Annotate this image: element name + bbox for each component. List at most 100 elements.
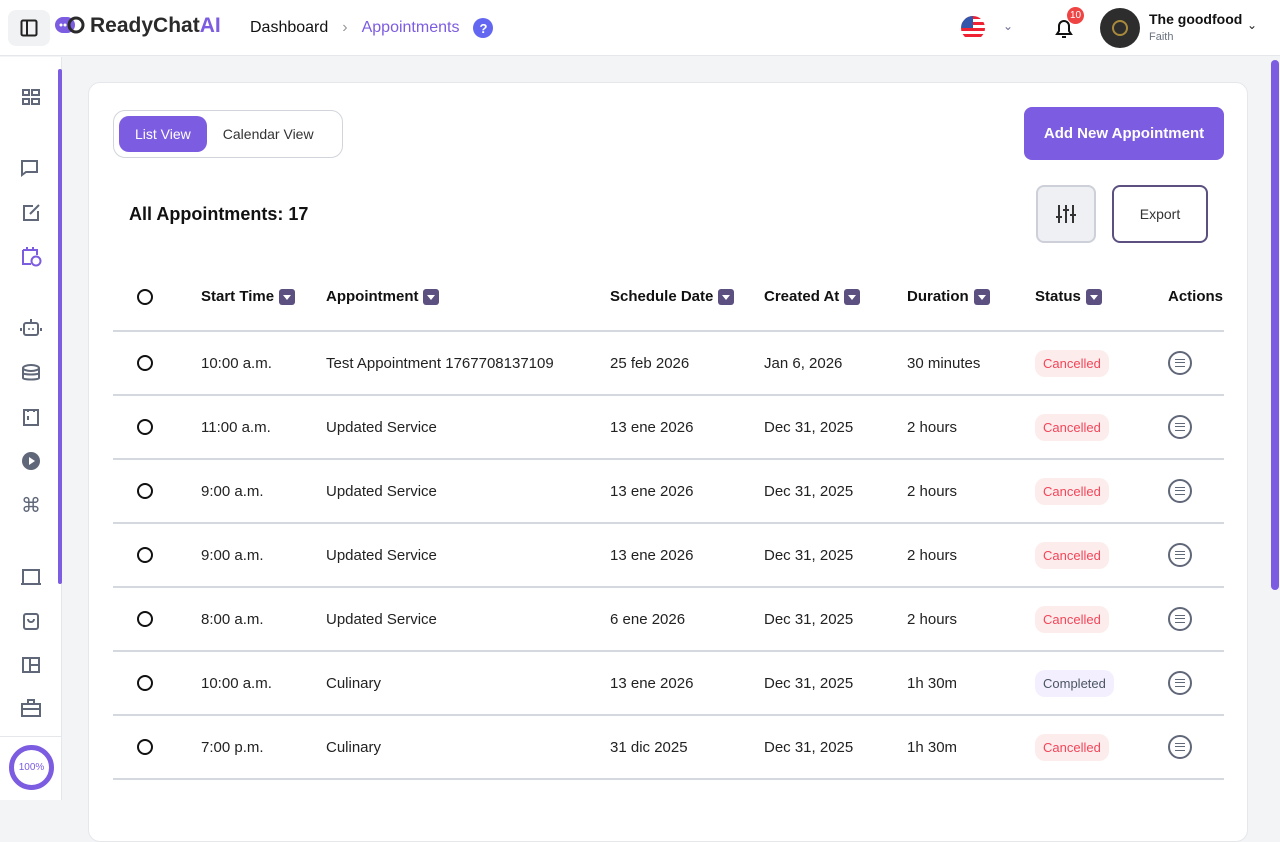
breadcrumb-dashboard[interactable]: Dashboard xyxy=(250,19,329,36)
table-row[interactable]: 10:00 a.m. Test Appointment 176770813710… xyxy=(113,332,1224,396)
tab-calendar-view[interactable]: Calendar View xyxy=(222,126,314,142)
start-time: 7:00 p.m. xyxy=(201,738,264,756)
actions-menu-icon[interactable] xyxy=(1168,735,1192,759)
command-icon[interactable]: ⌘ xyxy=(21,494,41,517)
col-schedule-date[interactable]: Schedule Date xyxy=(610,263,735,330)
table-row[interactable]: 10:00 a.m. Culinary 13 ene 2026 Dec 31, … xyxy=(113,652,1224,716)
chevron-down-icon[interactable]: ⌄ xyxy=(1003,19,1014,33)
actions-menu-icon[interactable] xyxy=(1168,415,1192,439)
appointment-name: Updated Service xyxy=(326,482,437,500)
col-created-at[interactable]: Created At xyxy=(764,263,861,330)
actions-menu-icon[interactable] xyxy=(1168,607,1192,631)
schedule-date: 31 dic 2025 xyxy=(610,738,688,756)
sidebar-divider xyxy=(0,736,62,737)
select-all-radio[interactable] xyxy=(137,288,153,305)
sidebar-toggle-button[interactable] xyxy=(8,10,50,46)
created-at: Dec 31, 2025 xyxy=(764,610,854,628)
sidebar: ⌘ 100% xyxy=(0,57,62,800)
table-row[interactable]: 9:00 a.m. Updated Service 13 ene 2026 De… xyxy=(113,524,1224,588)
status-badge: Cancelled xyxy=(1035,349,1109,377)
page-scrollbar[interactable] xyxy=(1271,60,1279,590)
actions-menu-icon[interactable] xyxy=(1168,543,1192,567)
bot-icon[interactable] xyxy=(20,317,42,339)
avatar[interactable] xyxy=(1100,8,1140,48)
us-flag-icon[interactable] xyxy=(961,16,985,40)
table-row[interactable]: 11:00 a.m. Updated Service 13 ene 2026 D… xyxy=(113,396,1224,460)
table-row[interactable]: 7:00 p.m. Culinary 31 dic 2025 Dec 31, 2… xyxy=(113,716,1224,780)
schedule-date: 13 ene 2026 xyxy=(610,418,694,436)
user-menu-chevron-icon[interactable]: ⌄ xyxy=(1247,18,1258,32)
sort-icon[interactable] xyxy=(844,288,861,305)
start-time: 10:00 a.m. xyxy=(201,674,272,692)
status-badge: Completed xyxy=(1035,669,1114,697)
sidebar-scrollbar[interactable] xyxy=(58,69,62,584)
schedule-date: 13 ene 2026 xyxy=(610,674,694,692)
start-time: 10:00 a.m. xyxy=(201,354,272,372)
tab-list-view[interactable]: List View xyxy=(119,116,207,152)
row-select-radio[interactable] xyxy=(137,675,153,691)
created-at: Jan 6, 2026 xyxy=(764,354,843,372)
breadcrumb: Dashboard › Appointments ? xyxy=(250,18,494,38)
appointments-card: List View Calendar View Add New Appointm… xyxy=(88,82,1248,842)
table-row[interactable]: 8:00 a.m. Updated Service 6 ene 2026 Dec… xyxy=(113,588,1224,652)
logo-ai: AI xyxy=(199,14,221,37)
export-button[interactable]: Export xyxy=(1112,185,1208,243)
top-header: ReadyChatAI Dashboard › Appointments ? ⌄… xyxy=(0,0,1280,56)
col-start-time[interactable]: Start Time xyxy=(201,263,296,330)
created-at: Dec 31, 2025 xyxy=(764,482,854,500)
layout-icon[interactable] xyxy=(20,654,42,676)
receipt-icon[interactable] xyxy=(20,566,42,588)
duration: 1h 30m xyxy=(907,738,958,756)
filter-button[interactable] xyxy=(1036,185,1096,243)
actions-menu-icon[interactable] xyxy=(1168,351,1192,375)
dashboard-icon[interactable] xyxy=(20,86,42,108)
shopping-bag-icon[interactable] xyxy=(20,610,42,632)
schedule-date: 25 feb 2026 xyxy=(610,354,690,372)
duration: 1h 30m xyxy=(907,674,958,692)
col-duration[interactable]: Duration xyxy=(907,263,990,330)
col-status[interactable]: Status xyxy=(1035,263,1102,330)
sort-icon[interactable] xyxy=(973,288,990,305)
sort-icon[interactable] xyxy=(279,288,296,305)
start-time: 9:00 a.m. xyxy=(201,546,264,564)
appointment-name: Test Appointment 1767708137109 xyxy=(326,354,554,372)
col-actions: Actions xyxy=(1168,288,1224,305)
schedule-date: 13 ene 2026 xyxy=(610,482,694,500)
add-appointment-button[interactable]: Add New Appointment xyxy=(1024,107,1224,160)
database-icon[interactable] xyxy=(20,362,42,384)
appointment-name: Updated Service xyxy=(326,546,437,564)
actions-menu-icon[interactable] xyxy=(1168,671,1192,695)
appointment-name: Culinary xyxy=(326,674,382,692)
play-icon[interactable] xyxy=(20,450,42,472)
bell-icon[interactable] xyxy=(1052,16,1076,40)
briefcase-icon[interactable] xyxy=(20,697,42,719)
help-icon[interactable]: ? xyxy=(473,18,494,38)
duration: 2 hours xyxy=(907,418,958,436)
row-select-radio[interactable] xyxy=(137,739,153,755)
sidebar-panel-icon xyxy=(20,19,38,37)
logo[interactable]: ReadyChatAI xyxy=(54,14,221,38)
status-badge: Cancelled xyxy=(1035,605,1109,633)
clipboard-icon[interactable] xyxy=(20,406,42,428)
start-time: 8:00 a.m. xyxy=(201,610,264,628)
created-at: Dec 31, 2025 xyxy=(764,674,854,692)
row-select-radio[interactable] xyxy=(137,355,153,371)
table-row[interactable]: 9:00 a.m. Updated Service 13 ene 2026 De… xyxy=(113,460,1224,524)
status-badge: Cancelled xyxy=(1035,413,1109,441)
row-select-radio[interactable] xyxy=(137,611,153,627)
sort-icon[interactable] xyxy=(423,288,440,305)
row-select-radio[interactable] xyxy=(137,547,153,563)
row-select-radio[interactable] xyxy=(137,483,153,499)
row-select-radio[interactable] xyxy=(137,419,153,435)
calendar-clock-icon[interactable] xyxy=(20,245,42,267)
sort-icon[interactable] xyxy=(718,288,735,305)
chats-icon[interactable] xyxy=(20,158,42,180)
zoom-indicator[interactable]: 100% xyxy=(9,745,54,790)
edit-icon[interactable] xyxy=(20,202,42,224)
actions-menu-icon[interactable] xyxy=(1168,479,1192,503)
appointments-table: Start Time Appointment Schedule Date Cre… xyxy=(113,263,1224,780)
status-badge: Cancelled xyxy=(1035,477,1109,505)
col-appointment[interactable]: Appointment xyxy=(326,263,440,330)
start-time: 9:00 a.m. xyxy=(201,482,264,500)
sort-icon[interactable] xyxy=(1085,288,1102,305)
